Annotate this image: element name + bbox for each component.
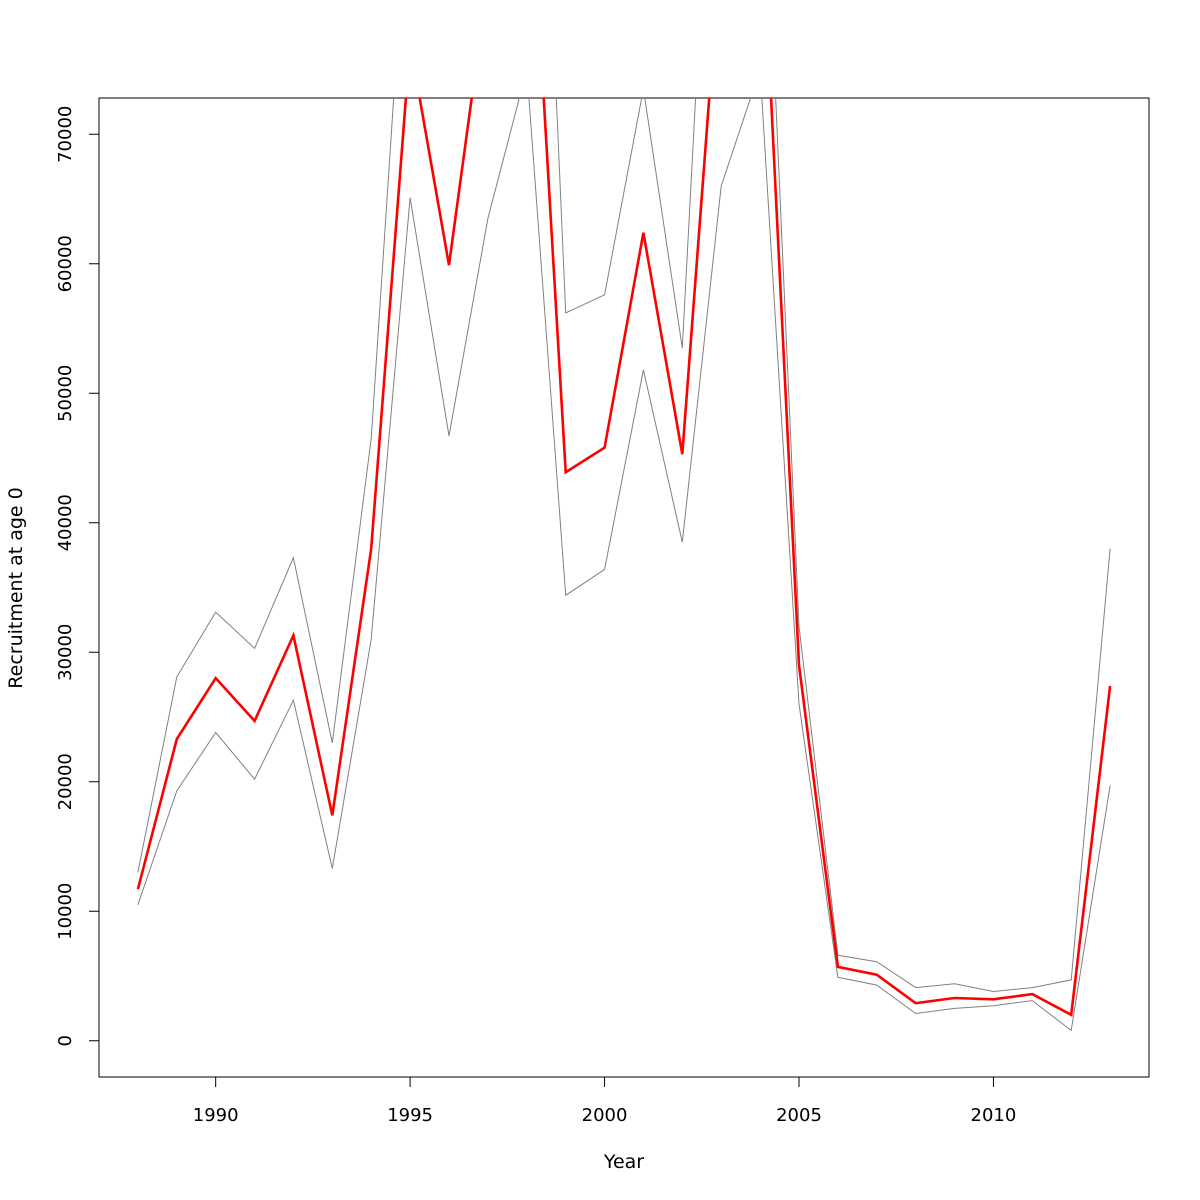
x-tick-label: 1995 — [387, 1105, 433, 1126]
y-axis-title: Recruitment at age 0 — [5, 487, 27, 688]
estimate-series-line — [136, 98, 1112, 1017]
y-tick-label: 0 — [55, 1035, 76, 1046]
y-tick-label: 50000 — [55, 365, 76, 422]
y-axis: 0 10000 20000 30000 40000 50000 60000 70000 — [55, 106, 100, 1046]
x-tick-label: 2005 — [776, 1105, 822, 1126]
plot-box — [98, 97, 1150, 1078]
x-axis: 1990 1995 2000 2005 2010 — [193, 1076, 1017, 1126]
x-tick-label: 2010 — [971, 1105, 1017, 1126]
y-tick-label: 30000 — [55, 624, 76, 681]
x-tick-label: 1990 — [193, 1105, 239, 1126]
x-axis-title: Year — [603, 1151, 644, 1173]
y-tick-label: 60000 — [55, 235, 76, 292]
x-tick-label: 2000 — [582, 1105, 628, 1126]
upper-series-line — [137, 98, 1111, 993]
lower-series-line — [137, 98, 1111, 1032]
y-tick-label: 20000 — [55, 753, 76, 810]
y-tick-label: 70000 — [55, 106, 76, 163]
y-tick-label: 10000 — [55, 883, 76, 940]
y-tick-label: 40000 — [55, 494, 76, 551]
